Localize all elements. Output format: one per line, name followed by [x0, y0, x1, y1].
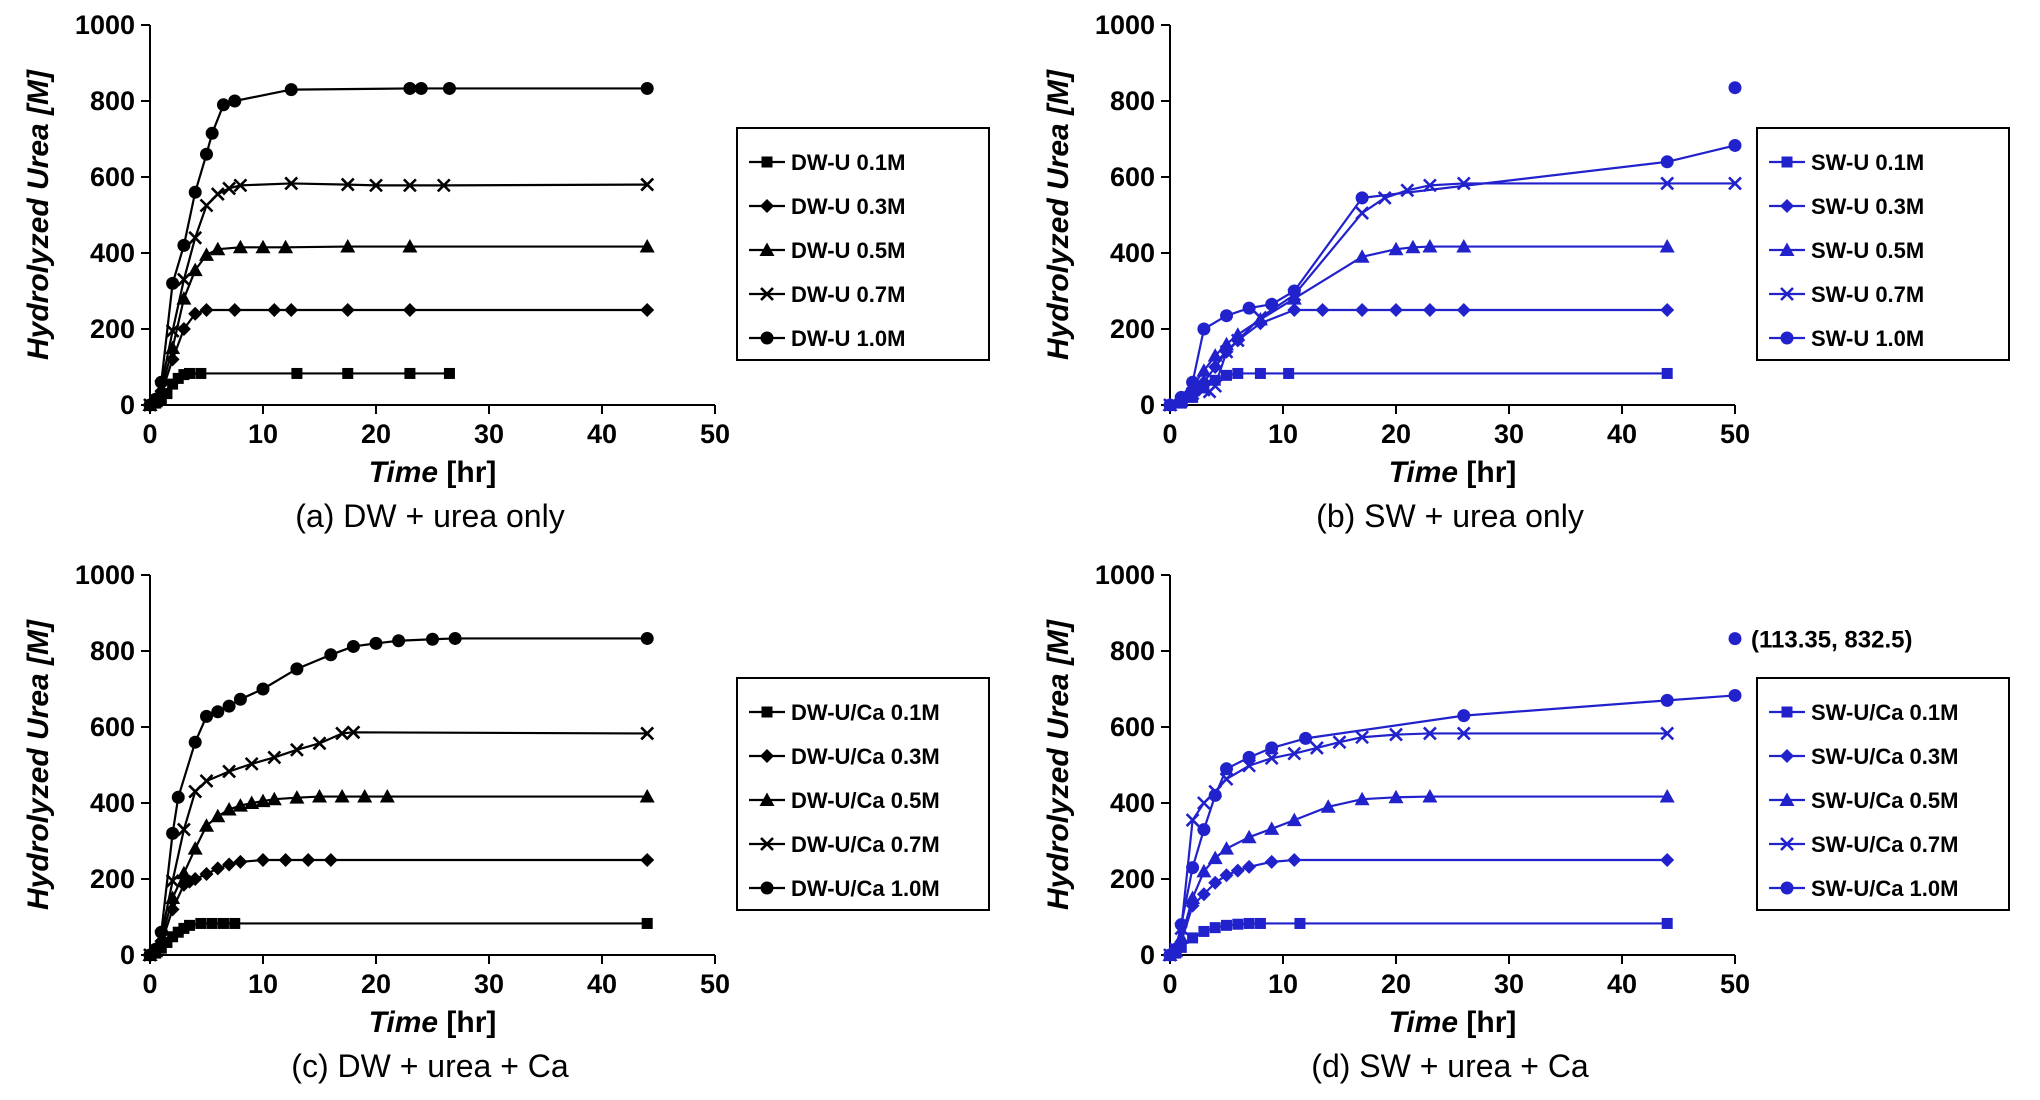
svg-text:50: 50	[700, 969, 730, 999]
svg-text:600: 600	[1110, 712, 1155, 742]
chart-panel-b: 0 10 20 30 40 50 0 200 400 600 800 1000 Hydrolyzed U…	[1020, 0, 2040, 550]
svg-text:DW-U/Ca 0.7M: DW-U/Ca 0.7M	[791, 832, 940, 857]
chart-b-canvas: 0 10 20 30 40 50 0 200 400 600 800 1000 Hydrolyzed U…	[1042, 10, 2010, 489]
svg-text:600: 600	[90, 712, 135, 742]
svg-text:0: 0	[1162, 419, 1177, 449]
svg-text:(113.35, 832.5): (113.35, 832.5)	[1751, 627, 1912, 654]
svg-text:0: 0	[1140, 940, 1155, 970]
svg-text:400: 400	[1110, 788, 1155, 818]
svg-text:SW-U 0.5M: SW-U 0.5M	[1811, 238, 1924, 263]
svg-text:0: 0	[1162, 969, 1177, 999]
chart-panel-d: 0 10 20 30 40 50 0 200 400 600 800 1000 Hydrolyzed U…	[1020, 550, 2040, 1100]
chart-a-canvas: 0 10 20 30 40 50 0 200 400 600 800 1000 Hydrolyzed U…	[22, 10, 990, 489]
svg-text:0: 0	[142, 419, 157, 449]
svg-text:DW-U/Ca 0.5M: DW-U/Ca 0.5M	[791, 788, 940, 813]
svg-text:10: 10	[248, 419, 278, 449]
svg-text:Time [hr]: Time [hr]	[369, 456, 497, 489]
svg-text:50: 50	[1720, 969, 1750, 999]
svg-text:40: 40	[1607, 969, 1637, 999]
svg-text:800: 800	[90, 636, 135, 666]
svg-text:1000: 1000	[1095, 560, 1155, 590]
svg-text:SW-U/Ca 0.7M: SW-U/Ca 0.7M	[1811, 832, 1958, 857]
svg-text:Hydrolyzed Urea [M]: Hydrolyzed Urea [M]	[22, 619, 55, 910]
svg-text:1000: 1000	[75, 560, 135, 590]
svg-text:DW-U 0.1M: DW-U 0.1M	[791, 150, 905, 175]
chart-panel-c: 0 10 20 30 40 50 0 200 400 600 800 1000 Hydrolyzed U…	[0, 550, 1020, 1100]
svg-text:0: 0	[1140, 390, 1155, 420]
svg-text:DW-U/Ca 0.1M: DW-U/Ca 0.1M	[791, 700, 940, 725]
svg-text:Hydrolyzed Urea [M]: Hydrolyzed Urea [M]	[1042, 69, 1075, 360]
svg-text:DW-U 0.7M: DW-U 0.7M	[791, 282, 905, 307]
svg-text:10: 10	[248, 969, 278, 999]
svg-text:800: 800	[1110, 86, 1155, 116]
svg-text:Time [hr]: Time [hr]	[1389, 1006, 1517, 1039]
svg-text:20: 20	[1381, 969, 1411, 999]
svg-text:DW-U 1.0M: DW-U 1.0M	[791, 326, 905, 351]
svg-text:Time [hr]: Time [hr]	[1389, 456, 1517, 489]
svg-text:Hydrolyzed Urea [M]: Hydrolyzed Urea [M]	[22, 69, 55, 360]
svg-text:200: 200	[90, 314, 135, 344]
chart-c-caption: (c) DW + urea + Ca	[291, 1048, 569, 1084]
svg-text:40: 40	[587, 969, 617, 999]
svg-text:1000: 1000	[75, 10, 135, 40]
svg-text:40: 40	[587, 419, 617, 449]
svg-text:SW-U 1.0M: SW-U 1.0M	[1811, 326, 1924, 351]
svg-text:0: 0	[120, 940, 135, 970]
svg-text:0: 0	[120, 390, 135, 420]
svg-text:200: 200	[1110, 314, 1155, 344]
svg-text:SW-U 0.7M: SW-U 0.7M	[1811, 282, 1924, 307]
svg-text:400: 400	[1110, 238, 1155, 268]
svg-text:SW-U 0.3M: SW-U 0.3M	[1811, 194, 1924, 219]
svg-text:1000: 1000	[1095, 10, 1155, 40]
svg-text:600: 600	[90, 162, 135, 192]
chart-panel-a: 0 10 20 30 40 50 0 200 400 600 800 1000 Hydrolyzed U…	[0, 0, 1020, 550]
svg-text:50: 50	[700, 419, 730, 449]
svg-text:200: 200	[1110, 864, 1155, 894]
svg-text:30: 30	[1494, 419, 1524, 449]
chart-b-caption: (b) SW + urea only	[1316, 498, 1584, 534]
svg-text:SW-U/Ca 1.0M: SW-U/Ca 1.0M	[1811, 876, 1958, 901]
svg-text:800: 800	[90, 86, 135, 116]
svg-text:800: 800	[1110, 636, 1155, 666]
svg-text:200: 200	[90, 864, 135, 894]
svg-text:SW-U/Ca 0.1M: SW-U/Ca 0.1M	[1811, 700, 1958, 725]
svg-text:30: 30	[1494, 969, 1524, 999]
svg-text:SW-U/Ca 0.3M: SW-U/Ca 0.3M	[1811, 744, 1958, 769]
svg-text:DW-U 0.5M: DW-U 0.5M	[791, 238, 905, 263]
svg-text:400: 400	[90, 238, 135, 268]
svg-text:SW-U/Ca 0.5M: SW-U/Ca 0.5M	[1811, 788, 1958, 813]
svg-text:30: 30	[474, 419, 504, 449]
svg-text:30: 30	[474, 969, 504, 999]
svg-text:SW-U 0.1M: SW-U 0.1M	[1811, 150, 1924, 175]
svg-text:20: 20	[361, 419, 391, 449]
chart-a-caption: (a) DW + urea only	[295, 498, 565, 534]
svg-text:10: 10	[1268, 419, 1298, 449]
svg-text:10: 10	[1268, 969, 1298, 999]
chart-c-canvas: 0 10 20 30 40 50 0 200 400 600 800 1000 Hydrolyzed U…	[22, 560, 990, 1039]
svg-text:20: 20	[361, 969, 391, 999]
svg-text:Hydrolyzed Urea [M]: Hydrolyzed Urea [M]	[1042, 619, 1075, 910]
svg-text:400: 400	[90, 788, 135, 818]
svg-text:DW-U/Ca 0.3M: DW-U/Ca 0.3M	[791, 744, 940, 769]
chart-d-canvas: 0 10 20 30 40 50 0 200 400 600 800 1000 Hydrolyzed U…	[1042, 560, 2010, 1039]
svg-text:0: 0	[142, 969, 157, 999]
chart-d-caption: (d) SW + urea + Ca	[1311, 1048, 1589, 1084]
svg-text:DW-U/Ca 1.0M: DW-U/Ca 1.0M	[791, 876, 940, 901]
svg-text:Time [hr]: Time [hr]	[369, 1006, 497, 1039]
svg-text:20: 20	[1381, 419, 1411, 449]
svg-text:50: 50	[1720, 419, 1750, 449]
svg-text:600: 600	[1110, 162, 1155, 192]
svg-text:40: 40	[1607, 419, 1637, 449]
svg-text:DW-U 0.3M: DW-U 0.3M	[791, 194, 905, 219]
